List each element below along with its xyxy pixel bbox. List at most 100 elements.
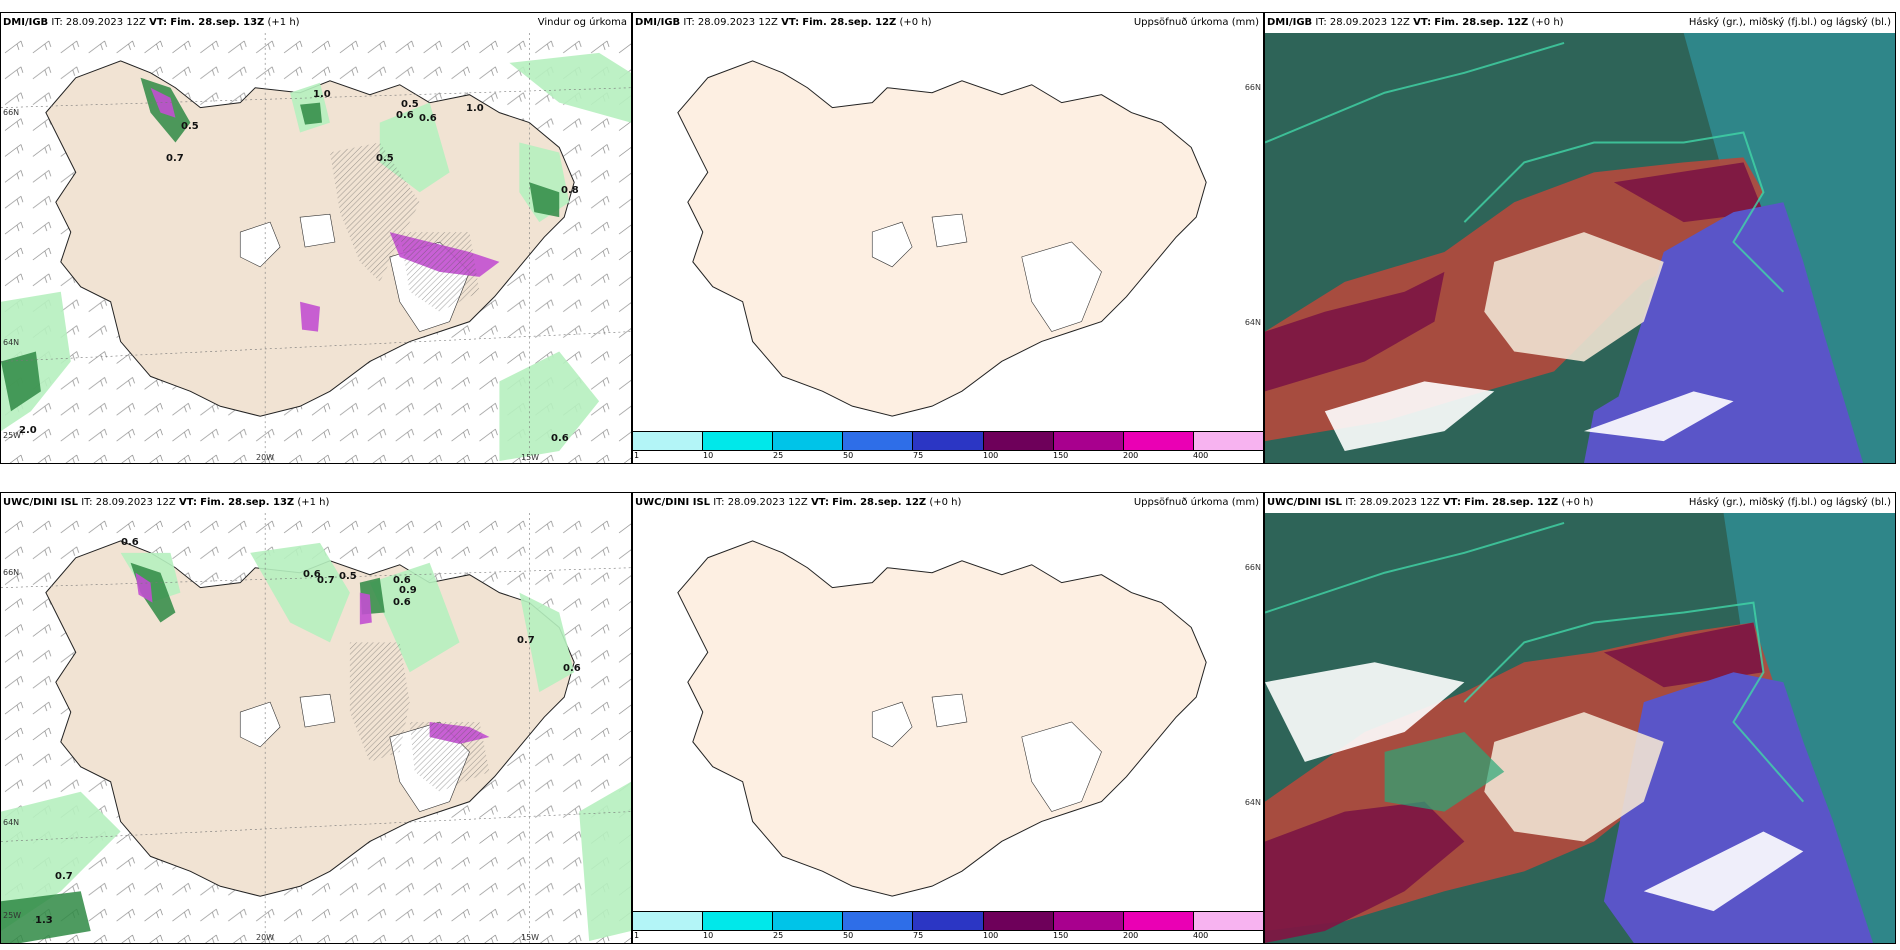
model-source: UWC/DINI ISL (3, 497, 79, 508)
vt-label: VT: (781, 17, 800, 28)
cloud-map-svg (1265, 33, 1895, 463)
precip-value: 0.5 (376, 153, 394, 164)
precip-map (633, 513, 1263, 913)
cloud-low (1603, 672, 1874, 943)
precip-value: 0.7 (55, 871, 73, 882)
field-title: Uppsöfnuð úrkoma (mm) (1133, 17, 1259, 28)
panel-title: UWC/DINI ISL IT: 28.09.2023 12Z VT: Fim.… (1265, 493, 1895, 513)
precip-value: 0.9 (399, 585, 417, 596)
panel-title: UWC/DINI ISL IT: 28.09.2023 12Z VT: Fim.… (633, 493, 1263, 513)
legend-swatch (703, 912, 774, 930)
lon-label-20w: 20W (256, 453, 275, 462)
lat-label-64n: 64N (1244, 318, 1261, 327)
precip-value: 1.0 (466, 103, 484, 114)
precip-value: 0.6 (393, 575, 411, 586)
it-label: IT: (1315, 17, 1327, 28)
legend-label: 100 (983, 451, 999, 460)
legend-label: 1 (634, 451, 640, 460)
precip-legend (633, 911, 1263, 931)
clear-land (1484, 712, 1664, 842)
lat-label-66n: 66N (1244, 83, 1261, 92)
cloud-green-blob (1384, 731, 1505, 812)
legend-swatch (773, 912, 844, 930)
vt-label: VT: (810, 497, 829, 508)
vt-label: VT: (149, 17, 168, 28)
legend-swatch (1053, 912, 1124, 930)
precip-map-svg (677, 60, 1207, 417)
precip-legend (633, 431, 1263, 451)
precip-value: 0.7 (317, 575, 335, 586)
precip-value: 0.8 (561, 185, 579, 196)
legend-labels: 1 10 25 50 75 100 150 200 400 (633, 931, 1263, 943)
precip-value: 1.0 (313, 89, 331, 100)
lat-label-64n: 64N (1244, 798, 1261, 807)
legend-swatch (913, 432, 984, 450)
clear-sky (1324, 381, 1734, 452)
wind-panel-uwc: UWC/DINI ISL IT: 28.09.2023 12Z VT: Fim.… (0, 492, 632, 944)
glaciers (871, 693, 1102, 812)
precip-value: 0.6 (563, 663, 581, 674)
model-source: DMI/IGB (635, 17, 681, 28)
model-source: DMI/IGB (1267, 17, 1313, 28)
lat-label-66n: 66N (3, 108, 20, 117)
legend-label: 50 (843, 931, 854, 940)
cloud-panel-dmi: DMI/IGB IT: 28.09.2023 12Z VT: Fim. 28.s… (1264, 12, 1896, 464)
legend-label: 1 (634, 931, 640, 940)
legend-swatch (633, 912, 704, 930)
lead-offset: (+1 h) (297, 497, 330, 508)
cloud-map (1265, 513, 1895, 943)
field-title: Háský (gr.), miðský (fj.bl.) og lágský (… (1688, 497, 1891, 508)
cloud-map (1265, 33, 1895, 463)
precip-value: 0.6 (121, 537, 139, 548)
panel-title: UWC/DINI ISL IT: 28.09.2023 12Z VT: Fim.… (1, 493, 631, 513)
legend-label: 75 (913, 931, 924, 940)
cloud-edge (1265, 522, 1805, 803)
model-source: DMI/IGB (3, 17, 49, 28)
precip-value: 0.5 (401, 99, 419, 110)
legend-swatch (1123, 432, 1194, 450)
precip-panel-uwc: UWC/DINI ISL IT: 28.09.2023 12Z VT: Fim.… (632, 492, 1264, 944)
parallel-64n (1, 331, 631, 362)
panel-title: DMI/IGB IT: 28.09.2023 12Z VT: Fim. 28.s… (1, 13, 631, 33)
vt-value: Fim. 28.sep. 12Z (832, 497, 927, 508)
wind-map-svg (1, 513, 631, 943)
legend-swatch (843, 432, 914, 450)
it-value: 28.09.2023 12Z (65, 17, 146, 28)
legend-labels: 1 10 25 50 75 100 150 200 400 (633, 451, 1263, 463)
precip-dark (1, 562, 385, 943)
lat-label-64n: 64N (3, 338, 20, 347)
parallel-66n (1, 567, 631, 588)
legend-label: 25 (773, 931, 784, 940)
parallel-64n (1, 811, 631, 842)
it-value: 28.09.2023 12Z (727, 497, 808, 508)
lead-offset: (+0 h) (1531, 17, 1564, 28)
field-title: Háský (gr.), miðský (fj.bl.) og lágský (… (1688, 17, 1891, 28)
lead-offset: (+0 h) (1561, 497, 1594, 508)
cloud-panel-uwc: UWC/DINI ISL IT: 28.09.2023 12Z VT: Fim.… (1264, 492, 1896, 944)
field-title: Uppsöfnuð úrkoma (mm) (1133, 497, 1259, 508)
legend-label: 10 (703, 931, 714, 940)
wind-map (1, 33, 631, 463)
cloud-maroon (1265, 622, 1764, 943)
cloud-teal (1723, 513, 1895, 943)
precip-value: 1.3 (35, 915, 53, 926)
cloud-map-svg (1265, 513, 1895, 943)
vt-value: Fim. 28.sep. 12Z (1464, 497, 1559, 508)
vt-value: Fim. 28.sep. 13Z (170, 17, 265, 28)
legend-swatch (913, 912, 984, 930)
glaciers (871, 213, 1102, 332)
legend-swatch (773, 432, 844, 450)
precip-value: 0.7 (517, 635, 535, 646)
legend-label: 400 (1193, 451, 1209, 460)
precip-value: 2.0 (19, 425, 37, 436)
field-title: Vindur og úrkoma (537, 17, 627, 28)
legend-label: 10 (703, 451, 714, 460)
precip-map-svg (677, 540, 1207, 897)
precip-light (1, 52, 631, 462)
lon-label-15w: 15W (521, 453, 540, 462)
legend-label: 25 (773, 451, 784, 460)
it-value: 28.09.2023 12Z (1329, 17, 1410, 28)
legend-swatch (1193, 432, 1263, 450)
it-label: IT: (51, 17, 63, 28)
it-value: 28.09.2023 12Z (1359, 497, 1440, 508)
